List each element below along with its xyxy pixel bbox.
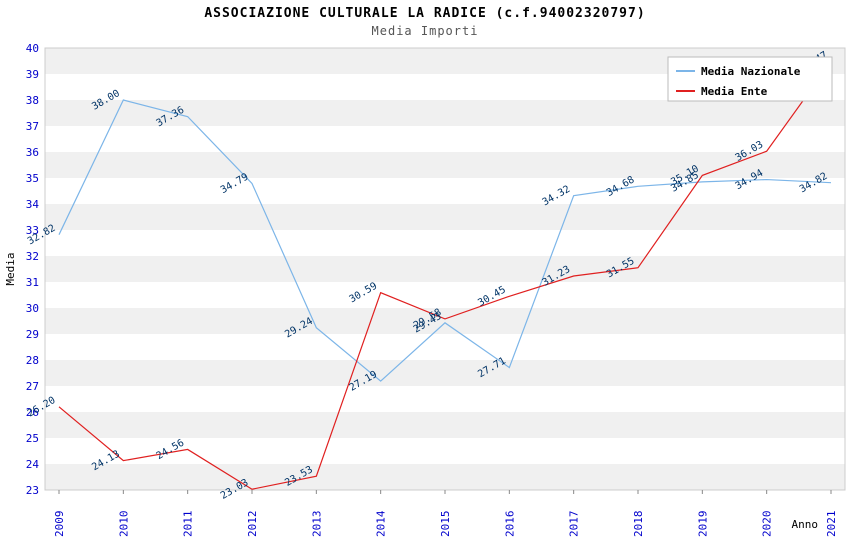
y-tick-label: 35 bbox=[26, 172, 39, 185]
legend-label-media-nazionale: Media Nazionale bbox=[701, 65, 801, 78]
y-tick-label: 24 bbox=[26, 458, 40, 471]
y-tick-label: 31 bbox=[26, 276, 39, 289]
x-tick-label: 2013 bbox=[310, 511, 323, 538]
y-tick-label: 40 bbox=[26, 42, 39, 55]
grid-band bbox=[45, 360, 845, 386]
y-tick-label: 28 bbox=[26, 354, 39, 367]
y-tick-label: 34 bbox=[26, 198, 40, 211]
y-tick-label: 29 bbox=[26, 328, 39, 341]
grid-band bbox=[45, 204, 845, 230]
x-tick-label: 2020 bbox=[761, 511, 774, 538]
x-tick-label: 2014 bbox=[375, 510, 388, 537]
x-tick-label: 2012 bbox=[246, 511, 259, 538]
legend-box bbox=[667, 56, 833, 102]
chart-subtitle: Media Importi bbox=[372, 24, 479, 38]
grid-band bbox=[45, 256, 845, 282]
grid-band bbox=[45, 152, 845, 178]
y-tick-label: 26 bbox=[26, 406, 39, 419]
series-line-media-nazionale bbox=[58, 99, 832, 382]
x-tick-label: 2017 bbox=[568, 511, 581, 538]
x-tick-label: 2015 bbox=[439, 511, 452, 538]
grid-band bbox=[45, 334, 845, 360]
grid-band bbox=[45, 100, 845, 126]
chart-title: ASSOCIAZIONE CULTURALE LA RADICE (c.f.94… bbox=[204, 6, 645, 21]
grid-band bbox=[45, 308, 845, 334]
x-tick-label: 2018 bbox=[632, 511, 645, 538]
x-tick-label: 2021 bbox=[825, 511, 838, 538]
y-tick-label: 32 bbox=[26, 250, 39, 263]
y-tick-label: 37 bbox=[26, 120, 39, 133]
y-tick-label: 30 bbox=[26, 302, 39, 315]
x-tick-label: 2016 bbox=[503, 511, 516, 538]
grid-band bbox=[45, 126, 845, 152]
y-tick-label: 33 bbox=[26, 224, 39, 237]
grid-band bbox=[45, 178, 845, 204]
legend: Media Nazionale Media Ente bbox=[667, 56, 833, 102]
y-axis-title: Media bbox=[4, 252, 17, 285]
x-tick-label: 2009 bbox=[53, 511, 66, 538]
y-tick-label: 23 bbox=[26, 484, 39, 497]
grid-band bbox=[45, 386, 845, 412]
grid-band bbox=[45, 464, 845, 490]
y-tick-label: 25 bbox=[26, 432, 39, 445]
plot-area: 23 24 25 26 27 28 29 30 31 32 33 34 35 36 37 38 39 40 2009… bbox=[26, 42, 846, 538]
series-line-media-ente bbox=[58, 61, 832, 490]
legend-label-media-ente: Media Ente bbox=[701, 85, 768, 98]
x-tick-label: 2011 bbox=[182, 511, 195, 538]
grid-band bbox=[45, 412, 845, 438]
grid-band bbox=[45, 282, 845, 308]
y-tick-label: 39 bbox=[26, 68, 39, 81]
grid-band bbox=[45, 230, 845, 256]
x-tick-label: 2019 bbox=[696, 511, 709, 538]
y-tick-label: 36 bbox=[26, 146, 39, 159]
y-tick-label: 38 bbox=[26, 94, 39, 107]
y-tick-label: 27 bbox=[26, 380, 39, 393]
x-axis-title: Anno bbox=[792, 518, 819, 531]
x-tick-label: 2010 bbox=[117, 511, 130, 538]
